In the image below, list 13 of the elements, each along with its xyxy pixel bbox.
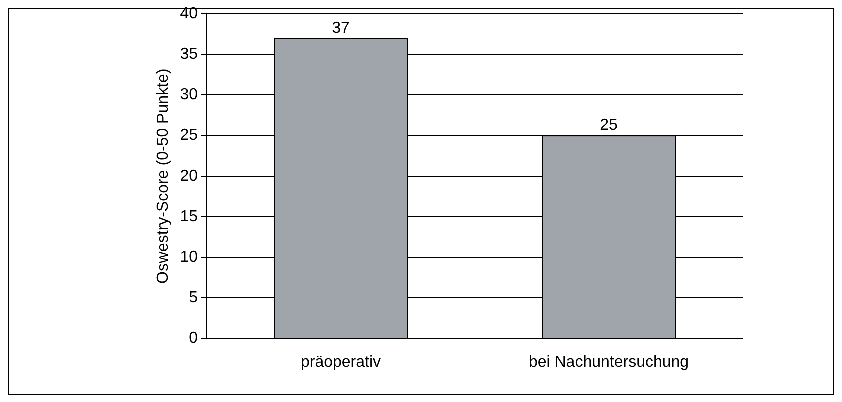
y-tick-label: 15 [180, 208, 198, 226]
x-tick-label: präoperativ [300, 354, 382, 371]
y-tick-label: 35 [180, 46, 198, 64]
y-tick-label: 30 [180, 86, 198, 104]
data-label: 37 [332, 20, 350, 37]
y-tick-label: 5 [189, 290, 198, 307]
x-tick-label: bei Nachuntersuchung [528, 354, 690, 371]
y-tick-label: 10 [180, 249, 198, 266]
y-tick-label: 0 [189, 330, 198, 348]
y-tick-label: 20 [180, 168, 198, 185]
y-tick-label: 25 [180, 127, 198, 144]
data-label: 25 [600, 117, 618, 134]
y-axis-title: Oswestry-Score (0-50 Punkte) [155, 68, 172, 284]
